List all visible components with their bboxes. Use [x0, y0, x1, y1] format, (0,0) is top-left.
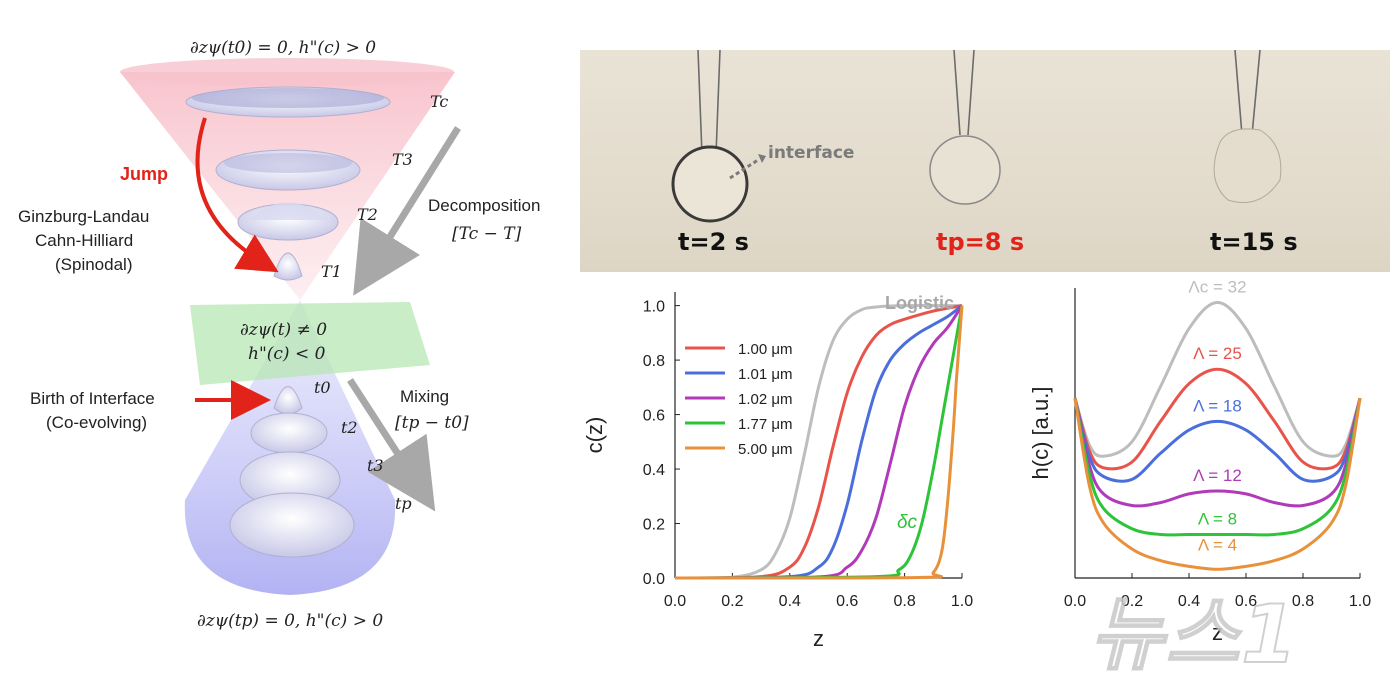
- mid-equation-2: h"(c) < 0: [248, 344, 326, 364]
- y-tick-label: 1.0: [643, 299, 665, 316]
- series-line: [674, 304, 964, 580]
- y-tick-label: 0.6: [643, 408, 665, 425]
- series-line: [1073, 397, 1362, 571]
- jump-arrow: [195, 117, 279, 273]
- x-tick-label: 0.8: [1292, 593, 1314, 610]
- droplet-2s: [671, 145, 749, 223]
- legend-label: 5.00 μm: [738, 441, 793, 458]
- decomposition-label: Decomposition: [428, 196, 541, 215]
- time-label: t0: [314, 378, 331, 397]
- legend-label: 1.77 μm: [738, 416, 793, 433]
- y-tick-label: 0.8: [643, 353, 665, 370]
- bottom-equation: ∂zψ(tp) = 0, h"(c) > 0: [197, 611, 384, 631]
- series-line: [674, 304, 963, 580]
- hc-chart: 0.0 0.2 0.4 0.6 0.8 1.0 z h(c) [a.u.] Λc = 32 Λ =…: [1028, 278, 1371, 645]
- peak-t1: [273, 252, 303, 281]
- series-label: Λ = 12: [1193, 466, 1242, 485]
- y-tick-label: 0.4: [643, 462, 665, 479]
- droplet-sketch: [671, 49, 1282, 223]
- x-tick-label: 0.8: [893, 593, 915, 610]
- x-tick-label: 0.4: [1178, 593, 1200, 610]
- decomposition-arrow: [353, 126, 461, 296]
- series-line: [674, 304, 963, 580]
- x-axis-title: z: [813, 626, 824, 651]
- delta-annotation: δc: [897, 512, 918, 533]
- series-line: [674, 304, 963, 580]
- series-line: [1073, 397, 1362, 483]
- series-line: [1073, 397, 1362, 537]
- x-tick-label: 1.0: [951, 593, 973, 610]
- time-label: tp: [395, 494, 412, 513]
- droplet-photo-strip: interface t=2 s tp=8 s t=15 s: [580, 49, 1390, 272]
- disk-lower-tp: [229, 492, 355, 558]
- birth-label-2: (Co-evolving): [46, 413, 148, 432]
- decomposition-eq: [Tc − T]: [452, 224, 522, 244]
- temp-label: Tc: [430, 92, 449, 111]
- series-label: Λ = 4: [1198, 536, 1237, 555]
- legend-label: 1.00 μm: [738, 341, 793, 358]
- interface-arrow: [729, 158, 759, 180]
- logistic-annotation: Logistic: [885, 293, 954, 313]
- x-tick-label: 1.0: [1349, 593, 1371, 610]
- gl-label-3: (Spinodal): [55, 255, 133, 274]
- gl-label-2: Cahn-Hilliard: [35, 231, 134, 250]
- legend-label: 1.01 μm: [738, 366, 793, 383]
- series-label: Λ = 25: [1193, 344, 1242, 363]
- watermark-logo: 뉴스1: [1089, 587, 1299, 682]
- series-line: [674, 305, 964, 580]
- series-line: [1073, 367, 1362, 471]
- y-axis-title: h(c) [a.u.]: [1028, 387, 1053, 480]
- x-tick-label: 0.6: [1235, 593, 1257, 610]
- jump-label: Jump: [120, 164, 169, 184]
- y-tick-label: 0.2: [643, 517, 665, 534]
- top-equation: ∂zψ(t0) = 0, h"(c) > 0: [190, 38, 377, 58]
- series-label: Λ = 8: [1198, 510, 1237, 529]
- cz-chart: 0.0 0.2 0.4 0.6 0.8 1.0 0.0 0.2 0.4 0.6 0.8 1.0 z c(z…: [582, 292, 973, 651]
- x-tick-label: 0.4: [779, 593, 801, 610]
- mixing-arrow: [347, 378, 436, 512]
- temp-label: T3: [392, 150, 413, 169]
- y-axis-title: c(z): [582, 417, 607, 454]
- mixing-label: Mixing: [400, 387, 450, 406]
- series-label: Λ = 18: [1193, 396, 1242, 415]
- spinodal-plane: [190, 302, 430, 385]
- x-tick-label: 0.6: [836, 593, 858, 610]
- disk-lower-t2: [250, 412, 328, 454]
- x-tick-label: 0.0: [1064, 593, 1086, 610]
- series-label: Λc = 32: [1188, 278, 1246, 297]
- mixing-eq: [tp − t0]: [395, 413, 469, 433]
- gl-label-1: Ginzburg-Landau: [18, 207, 150, 226]
- series-line: [1073, 397, 1362, 508]
- temp-label: T1: [321, 262, 342, 281]
- birth-label-1: Birth of Interface: [30, 389, 155, 408]
- time-label-8s: tp=8 s: [936, 228, 1025, 256]
- cone-diagram: [120, 58, 461, 595]
- x-tick-label: 0.0: [664, 593, 686, 610]
- x-tick-label: 0.2: [1121, 593, 1143, 610]
- time-label: t3: [367, 456, 384, 475]
- interface-label: interface: [768, 143, 855, 163]
- x-tick-label: 0.2: [721, 593, 743, 610]
- series-line: [1073, 300, 1362, 458]
- time-label-15s: t=15 s: [1210, 228, 1298, 256]
- mid-equation-1: ∂zψ(t) ≠ 0: [240, 320, 328, 340]
- droplet-8s: [929, 135, 1001, 205]
- series-line: [674, 305, 964, 580]
- time-label: t2: [341, 418, 358, 437]
- time-label-2s: t=2 s: [678, 228, 749, 256]
- temp-label: T2: [357, 205, 378, 224]
- legend-label: 1.02 μm: [738, 391, 793, 408]
- y-tick-label: 0.0: [643, 571, 665, 588]
- droplet-15s: [1213, 128, 1282, 203]
- x-axis-title: z: [1212, 620, 1223, 645]
